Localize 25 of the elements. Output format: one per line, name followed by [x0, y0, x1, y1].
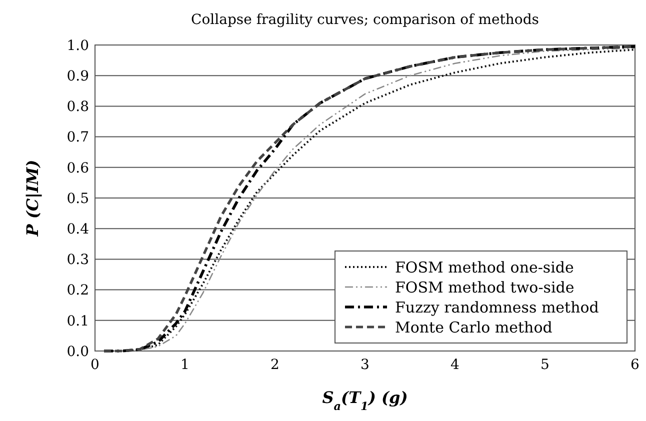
- x-tick-label: 6: [630, 357, 640, 373]
- y-tick-label: 0.7: [66, 130, 89, 146]
- legend-label: Monte Carlo method: [395, 318, 553, 336]
- y-tick-label: 0.4: [66, 222, 90, 238]
- y-tick-label: 0.1: [66, 313, 89, 330]
- y-tick-label: 0.2: [66, 282, 89, 299]
- y-tick-label: 1.0: [66, 38, 89, 54]
- y-axis-title: P (C|IM): [23, 160, 42, 238]
- y-tick-label: 0.9: [66, 68, 89, 84]
- y-tick-label: 0.8: [66, 99, 89, 116]
- x-axis-title: S$_{a}$(T$_{1}$) (g): [322, 388, 408, 413]
- legend-label: FOSM method one-side: [395, 258, 574, 276]
- legend-label: FOSM method two-side: [395, 278, 574, 296]
- x-tick-label: 4: [450, 357, 460, 373]
- x-tick-label: 1: [180, 357, 190, 373]
- chart-title: Collapse fragility curves; comparison of methods: [191, 12, 539, 28]
- y-tick-label: 0.0: [66, 344, 89, 360]
- y-tick-label: 0.5: [66, 190, 89, 207]
- y-tick-label: 0.3: [66, 252, 89, 268]
- x-tick-label: 3: [360, 357, 370, 373]
- y-tick-label: 0.6: [66, 160, 90, 176]
- x-tick-label: 0: [90, 357, 100, 373]
- x-tick-label: 2: [270, 357, 280, 373]
- x-tick-label: 5: [540, 357, 550, 373]
- legend-label: Fuzzy randomness method: [395, 298, 600, 316]
